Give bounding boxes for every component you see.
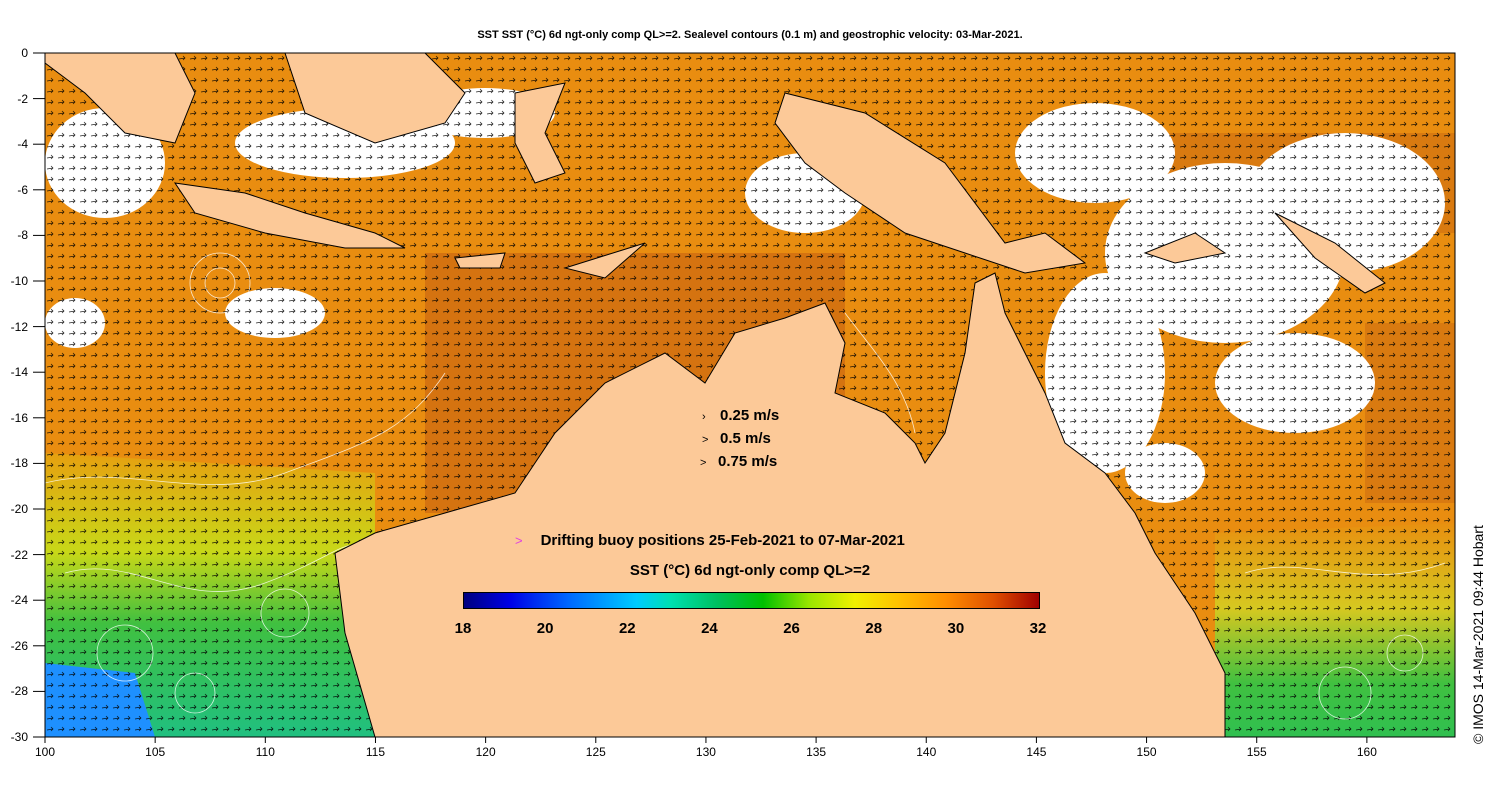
y-tick-label: -26 [10,638,28,653]
colorbar-tick-label: 20 [536,620,554,637]
y-tick-label: -24 [10,593,28,608]
x-tick-label: 105 [145,745,166,759]
y-tick-label: -10 [10,274,28,288]
buoy-legend-label: Drifting buoy positions 25-Feb-2021 to 0… [540,532,905,549]
buoy-marker-icon: > [515,533,523,548]
velocity-legend-item: >0.5 m/s [702,430,771,447]
x-tick-label: 150 [1136,745,1157,759]
arrow-icon: > [702,434,709,446]
y-tick-label: -8 [17,228,28,243]
sst-map [45,53,1455,737]
y-tick-label: -4 [17,137,28,152]
x-tick-label: 110 [255,745,275,759]
colorbar-tick-label: 18 [454,620,472,637]
arrow-icon: > [700,457,707,469]
arrow-icon: › [702,411,706,423]
x-tick-label: 140 [916,745,937,759]
x-tick-label: 135 [806,745,827,759]
credit-text: © IMOS 14-Mar-2021 09:44 Hobart [1470,525,1486,744]
y-tick-label: -12 [10,319,28,334]
colorbar-tick-label: 22 [618,620,636,637]
buoy-legend: > Drifting buoy positions 25-Feb-2021 to … [515,532,905,549]
x-tick-label: 160 [1356,745,1377,759]
velocity-legend-label: 0.75 m/s [718,453,778,470]
colorbar [463,592,1040,609]
y-tick-label: -22 [10,547,28,562]
velocity-legend-item: › 0.25 m/s [702,407,779,424]
y-tick-label: -20 [10,502,28,516]
colorbar-tick-label: 24 [701,620,718,637]
x-tick-label: 115 [365,745,386,759]
velocity-legend-label: 0.25 m/s [720,407,780,424]
y-tick-label: -6 [17,182,28,197]
x-tick-label: 100 [34,745,56,759]
colorbar-tick-label: 26 [783,620,800,637]
colorbar-title: SST (°C) 6d ngt-only comp QL>=2 [629,562,871,579]
x-tick-label: 125 [585,745,606,759]
x-tick-label: 155 [1246,745,1267,759]
colorbar-tick-label: 28 [865,620,883,637]
map-title: SST SST (°C) 6d ngt-only comp QL>=2. Sea… [477,29,1023,41]
y-tick-label: -2 [17,91,28,106]
y-tick-label: -16 [10,410,28,425]
colorbar-tick-label: 30 [947,620,965,637]
y-tick-label: -18 [10,456,28,471]
x-tick-label: 120 [475,745,496,759]
y-tick-label: -14 [10,365,28,380]
velocity-legend-label: 0.5 m/s [720,430,771,447]
y-tick-label: 0 [21,46,28,60]
colorbar-tick-label: 32 [1029,620,1047,637]
y-tick-label: -28 [10,684,28,699]
x-tick-label: 145 [1026,745,1047,759]
velocity-legend-item: >0.75 m/s [700,453,777,470]
x-tick-label: 130 [695,745,716,759]
y-tick-label: -30 [10,730,28,744]
